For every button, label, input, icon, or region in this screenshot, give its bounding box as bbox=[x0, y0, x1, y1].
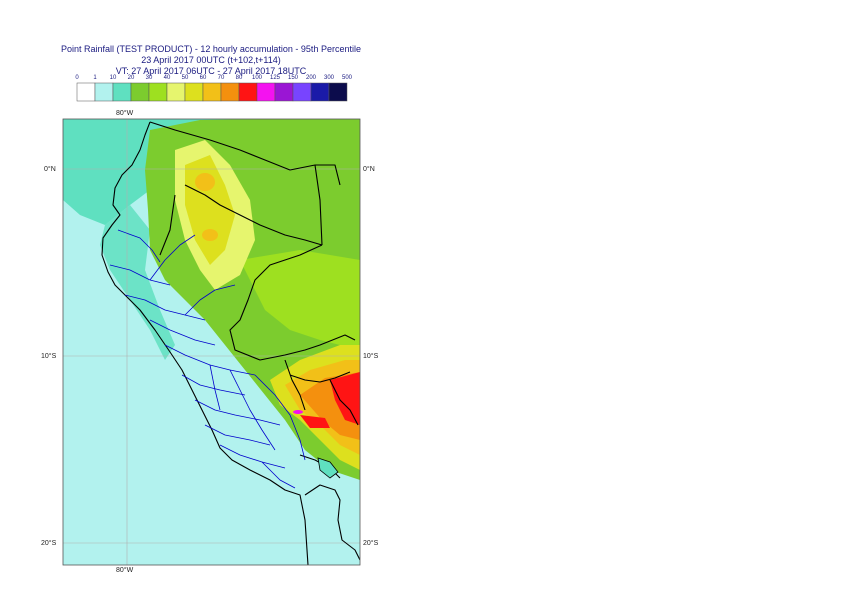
legend-tick-label: 300 bbox=[324, 75, 335, 81]
orange-spot-mid bbox=[202, 229, 218, 241]
lon-label-top: 80°W bbox=[116, 110, 134, 117]
lake bbox=[317, 457, 339, 479]
legend-tick-label: 1 bbox=[93, 75, 97, 81]
legend-swatch bbox=[328, 82, 348, 102]
color-legend: 0 1 10 20 30 40 50 60 70 80 100 125 150 200 300 500 bbox=[75, 75, 353, 102]
heavy-rain-red bbox=[330, 372, 360, 425]
lat-label-left: 0°N bbox=[44, 166, 56, 173]
legend-tick-label: 200 bbox=[306, 75, 317, 81]
legend-tick-label: 40 bbox=[164, 75, 171, 81]
offshore-band-coast bbox=[100, 205, 175, 360]
chart-title: Point Rainfall (TEST PRODUCT) - 12 hourl… bbox=[61, 44, 361, 54]
regional-borders bbox=[109, 229, 306, 489]
land-lime bbox=[240, 250, 360, 350]
legend-tick-label: 125 bbox=[270, 75, 281, 81]
heavy-rain-magenta bbox=[293, 410, 303, 414]
grid-lines bbox=[63, 119, 360, 565]
legend-tick-label: 500 bbox=[342, 75, 353, 81]
lat-label-left: 20°S bbox=[41, 540, 57, 547]
legend-tick-label: 80 bbox=[236, 75, 243, 81]
legend-tick-label: 150 bbox=[288, 75, 299, 81]
orange-spot-north bbox=[195, 173, 215, 191]
legend-tick-label: 100 bbox=[252, 75, 263, 81]
legend-tick-label: 20 bbox=[128, 75, 135, 81]
legend-tick-label: 50 bbox=[182, 75, 189, 81]
national-borders bbox=[101, 121, 360, 565]
lat-label-right: 20°S bbox=[363, 540, 379, 547]
legend-tick-label: 60 bbox=[200, 75, 207, 81]
lat-label-left: 10°S bbox=[41, 353, 57, 360]
chart-subtitle-run: 23 April 2017 00UTC (t+102,t+114) bbox=[141, 55, 281, 65]
map-frame bbox=[62, 118, 361, 566]
lat-label-right: 0°N bbox=[363, 166, 375, 173]
legend-tick-label: 30 bbox=[146, 75, 153, 81]
legend-tick-label: 70 bbox=[218, 75, 225, 81]
heavy-rain-red-2 bbox=[300, 415, 330, 428]
lat-label-right: 10°S bbox=[363, 353, 379, 360]
lon-label-bottom: 80°W bbox=[116, 567, 134, 574]
chart-subtitle-valid-time: VT: 27 April 2017 06UTC - 27 April 2017 … bbox=[115, 66, 307, 76]
legend-tick-label: 0 bbox=[75, 75, 79, 81]
legend-tick-label: 10 bbox=[110, 75, 117, 81]
